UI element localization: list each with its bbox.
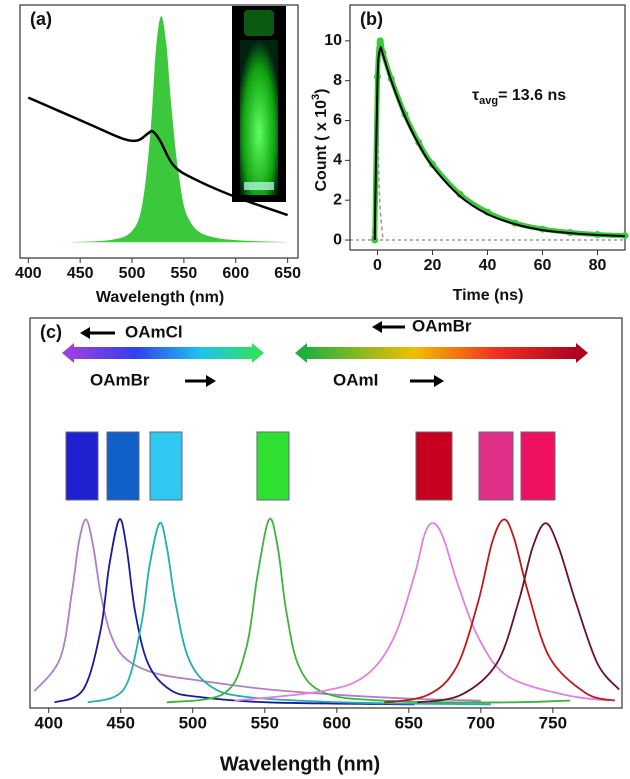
x-tick-label: 0 xyxy=(373,257,382,274)
y-axis-label-sup: 3 xyxy=(310,94,322,100)
cuvette-photos xyxy=(65,431,556,501)
x-tick-label: 450 xyxy=(107,713,135,732)
x-tick-label: 20 xyxy=(424,257,442,274)
line xyxy=(27,96,289,217)
annotation-sub: avg xyxy=(479,95,498,107)
line xyxy=(417,522,620,704)
line xyxy=(166,517,571,704)
annotation: τavg= 13.6 ns xyxy=(472,87,566,107)
annotation-part: τ xyxy=(472,87,479,104)
halide-label: OAmCl xyxy=(125,322,183,341)
annotation-part: = 13.6 ns xyxy=(498,87,566,104)
line xyxy=(54,518,415,706)
line xyxy=(373,46,626,241)
x-tick-label: 550 xyxy=(251,713,279,732)
x-tick-label: 60 xyxy=(534,257,552,274)
panel-label: (b) xyxy=(360,9,383,29)
halide-label: OAmBr xyxy=(90,370,150,389)
panel-label: (c) xyxy=(40,322,62,342)
y-tick-label: 8 xyxy=(333,72,342,89)
cuvette-photo xyxy=(232,6,286,202)
x-axis-label: Time (ns) xyxy=(453,287,524,304)
y-axis-label: Count ( x 103) xyxy=(310,88,330,191)
line xyxy=(87,521,491,706)
plot-frame xyxy=(29,317,623,709)
y-tick-label: 2 xyxy=(333,191,342,208)
y-tick-label: 4 xyxy=(333,152,342,169)
x-tick-label: 40 xyxy=(479,257,497,274)
x-tick-label: 550 xyxy=(171,265,198,282)
x-axis-label: Wavelength (nm) xyxy=(220,753,380,775)
x-tick-label: 600 xyxy=(222,265,249,282)
y-tick-label: 0 xyxy=(333,231,342,248)
data-point xyxy=(376,37,384,45)
y-tick-label: 10 xyxy=(324,32,342,49)
panel-label: (a) xyxy=(30,9,52,29)
x-tick-label: 400 xyxy=(35,713,63,732)
x-tick-label: 500 xyxy=(119,265,146,282)
x-tick-label: 600 xyxy=(323,713,351,732)
plot-frame xyxy=(19,4,299,259)
y-axis-label-part: Count ( x 10 xyxy=(313,100,330,192)
x-tick-label: 650 xyxy=(395,713,423,732)
area xyxy=(69,16,288,243)
line xyxy=(384,518,616,704)
x-tick-label: 80 xyxy=(589,257,607,274)
x-tick-label: 700 xyxy=(467,713,495,732)
y-tick-label: 6 xyxy=(333,112,342,129)
gradient-arrows xyxy=(62,321,588,387)
line xyxy=(33,518,481,702)
x-axis-label: Wavelength (nm) xyxy=(96,289,224,306)
x-tick-label: 750 xyxy=(539,713,567,732)
x-tick-label: 500 xyxy=(179,713,207,732)
halide-label: OAmI xyxy=(333,370,378,389)
x-tick-label: 400 xyxy=(15,265,42,282)
x-tick-label: 650 xyxy=(274,265,301,282)
x-tick-label: 450 xyxy=(67,265,94,282)
line xyxy=(372,37,626,241)
y-axis-label-part: ) xyxy=(313,88,330,93)
line xyxy=(234,522,610,702)
halide-label: OAmBr xyxy=(412,316,472,335)
